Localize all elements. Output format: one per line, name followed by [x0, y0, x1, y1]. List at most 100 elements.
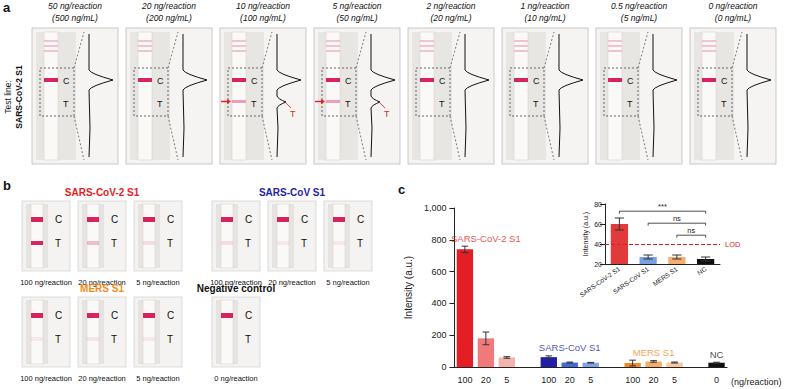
svg-text:T: T: [245, 238, 251, 249]
svg-text:5: 5: [504, 375, 509, 385]
svg-text:C: C: [111, 310, 118, 321]
svg-text:SARS-CoV-2 S1: SARS-CoV-2 S1: [451, 233, 521, 244]
svg-text:T: T: [301, 238, 307, 249]
svg-text:T: T: [245, 334, 251, 345]
svg-text:0 ng/reaction: 0 ng/reaction: [708, 1, 757, 11]
svg-text:C: C: [245, 310, 252, 321]
svg-text:10 ng/reaction: 10 ng/reaction: [236, 1, 290, 11]
svg-text:C: C: [251, 76, 258, 86]
svg-text:T: T: [384, 109, 390, 119]
svg-text:20: 20: [649, 375, 659, 385]
svg-text:40: 40: [594, 241, 602, 248]
svg-text:100: 100: [457, 375, 472, 385]
svg-text:(100 ng/mL): (100 ng/mL): [240, 13, 286, 23]
svg-text:5 ng/reaction: 5 ng/reaction: [136, 374, 179, 383]
svg-text:5 ng/reaction: 5 ng/reaction: [326, 278, 369, 287]
svg-text:400: 400: [431, 298, 446, 308]
svg-text:C: C: [63, 76, 70, 86]
svg-text:(0 ng/mL): (0 ng/mL): [715, 13, 752, 23]
svg-text:T: T: [251, 99, 257, 109]
svg-text:(10 ng/mL): (10 ng/mL): [524, 13, 565, 23]
svg-text:SARS-CoV S1: SARS-CoV S1: [539, 342, 601, 353]
svg-text:800: 800: [431, 235, 446, 245]
svg-text:60: 60: [594, 221, 602, 228]
svg-text:T: T: [157, 99, 163, 109]
svg-text:(5 ng/mL): (5 ng/mL): [621, 13, 658, 23]
svg-text:MERS S1: MERS S1: [80, 283, 124, 294]
svg-text:***: ***: [658, 202, 667, 211]
svg-text:T: T: [627, 99, 633, 109]
svg-text:5: 5: [672, 375, 677, 385]
svg-text:ns: ns: [687, 226, 695, 235]
svg-text:600: 600: [431, 267, 446, 277]
svg-text:T: T: [55, 334, 61, 345]
svg-text:100: 100: [625, 375, 640, 385]
svg-text:NC: NC: [696, 265, 708, 276]
svg-text:T: T: [111, 334, 117, 345]
svg-text:Negative control: Negative control: [197, 283, 276, 294]
svg-text:20: 20: [594, 261, 602, 268]
svg-text:NC: NC: [710, 349, 724, 360]
svg-text:1,000: 1,000: [424, 203, 447, 213]
svg-text:a: a: [3, 0, 11, 15]
svg-text:LOD: LOD: [725, 240, 741, 249]
svg-text:Test line:: Test line:: [3, 80, 13, 114]
svg-text:T: T: [345, 99, 351, 109]
svg-text:T: T: [533, 99, 539, 109]
svg-text:5: 5: [588, 375, 593, 385]
svg-text:5 ng/reaction: 5 ng/reaction: [332, 1, 381, 11]
svg-text:SARS-CoV-2 S1: SARS-CoV-2 S1: [65, 187, 140, 198]
svg-text:C: C: [111, 214, 118, 225]
svg-text:C: C: [721, 76, 728, 86]
svg-text:T: T: [111, 238, 117, 249]
svg-text:20 ng/reaction: 20 ng/reaction: [141, 1, 196, 11]
svg-text:MERS S1: MERS S1: [633, 347, 675, 358]
svg-text:2 ng/reaction: 2 ng/reaction: [425, 1, 475, 11]
svg-text:C: C: [167, 310, 174, 321]
svg-text:0.5 ng/reaction: 0.5 ng/reaction: [611, 1, 668, 11]
svg-text:C: C: [345, 76, 352, 86]
svg-text:0 ng/reaction: 0 ng/reaction: [214, 374, 257, 383]
svg-text:20: 20: [565, 375, 575, 385]
svg-text:SARS-CoV-2 S1: SARS-CoV-2 S1: [14, 65, 24, 129]
svg-text:SARS-CoV S1: SARS-CoV S1: [611, 265, 650, 295]
svg-text:80: 80: [594, 201, 602, 208]
svg-text:100 ng/reaction: 100 ng/reaction: [20, 374, 72, 383]
svg-text:20 ng/reaction: 20 ng/reaction: [78, 374, 126, 383]
svg-text:c: c: [398, 182, 405, 197]
svg-text:C: C: [627, 76, 634, 86]
svg-text:0: 0: [441, 362, 446, 372]
svg-text:C: C: [245, 214, 252, 225]
svg-text:C: C: [357, 214, 364, 225]
svg-text:1 ng/reaction: 1 ng/reaction: [520, 1, 569, 11]
svg-text:200: 200: [431, 330, 446, 340]
svg-text:b: b: [3, 178, 11, 193]
svg-text:C: C: [55, 310, 62, 321]
svg-text:100 ng/reaction: 100 ng/reaction: [20, 278, 72, 287]
svg-text:5 ng/reaction: 5 ng/reaction: [136, 278, 179, 287]
svg-text:C: C: [157, 76, 164, 86]
svg-text:T: T: [721, 99, 727, 109]
svg-text:20 ng/reaction: 20 ng/reaction: [268, 278, 316, 287]
svg-text:SARS-CoV S1: SARS-CoV S1: [259, 187, 326, 198]
svg-text:T: T: [439, 99, 445, 109]
svg-text:100: 100: [541, 375, 556, 385]
svg-text:T: T: [167, 334, 173, 345]
svg-text:MERS S1: MERS S1: [651, 265, 679, 287]
svg-text:C: C: [533, 76, 540, 86]
svg-text:C: C: [55, 214, 62, 225]
svg-text:T: T: [357, 238, 363, 249]
svg-text:Intensity (a.u.): Intensity (a.u.): [403, 256, 414, 319]
svg-text:C: C: [439, 76, 446, 86]
svg-text:T: T: [55, 238, 61, 249]
svg-text:Intensity (a.u.): Intensity (a.u.): [582, 212, 590, 256]
svg-text:C: C: [301, 214, 308, 225]
svg-text:20: 20: [481, 375, 491, 385]
svg-text:C: C: [167, 214, 174, 225]
svg-text:(500 ng/mL): (500 ng/mL): [52, 13, 98, 23]
svg-text:0: 0: [714, 375, 719, 385]
svg-text:ns: ns: [673, 214, 681, 223]
svg-text:T: T: [63, 99, 69, 109]
svg-text:(50 ng/mL): (50 ng/mL): [336, 13, 377, 23]
svg-text:(ng/reaction): (ng/reaction): [731, 377, 782, 387]
